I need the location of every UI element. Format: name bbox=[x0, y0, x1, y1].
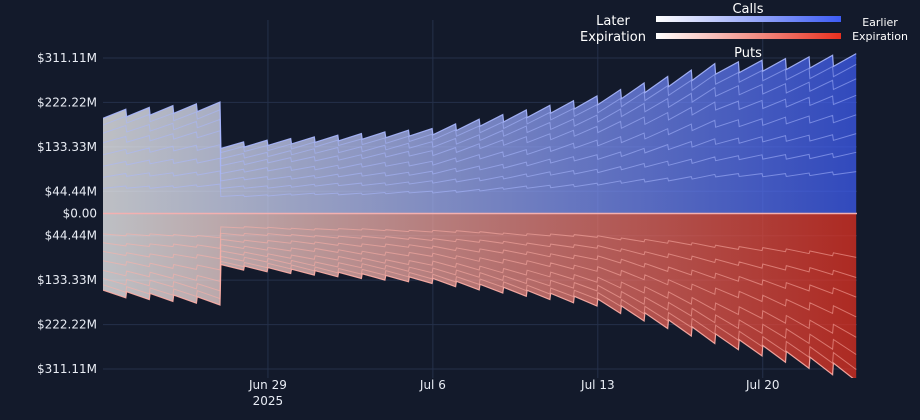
y-tick-label: $0.00 bbox=[63, 207, 97, 221]
y-tick-label: $222.22M bbox=[37, 95, 97, 109]
legend-earlier-label: Earlier bbox=[862, 16, 898, 29]
y-tick-label: $44.44M bbox=[45, 184, 97, 198]
legend: CallsPutsLaterExpirationEarlierExpiratio… bbox=[580, 2, 908, 61]
legend-calls-title: Calls bbox=[732, 2, 763, 17]
x-tick-label: Jul 20 bbox=[745, 378, 780, 392]
calls-layer-line bbox=[103, 151, 857, 189]
area-layer bbox=[103, 53, 857, 378]
x-tick-sublabel: 2025 bbox=[253, 394, 284, 408]
x-tick-label: Jul 6 bbox=[419, 378, 446, 392]
legend-earlier-label-2: Expiration bbox=[852, 30, 908, 43]
y-tick-label: $311.11M bbox=[37, 51, 97, 65]
legend-later-label-2: Expiration bbox=[580, 30, 646, 45]
y-tick-label: $133.33M bbox=[37, 140, 97, 154]
y-tick-label: $133.33M bbox=[37, 273, 97, 287]
y-tick-label: $44.44M bbox=[45, 229, 97, 243]
legend-later-label: Later bbox=[596, 14, 630, 29]
legend-calls-bar bbox=[656, 16, 841, 22]
legend-puts-title: Puts bbox=[734, 46, 762, 61]
legend-puts-bar bbox=[656, 33, 841, 39]
puts-layer-line bbox=[103, 226, 857, 258]
y-tick-label: $222.22M bbox=[37, 318, 97, 332]
calls-layer-line bbox=[103, 171, 857, 198]
x-tick-label: Jul 13 bbox=[580, 378, 615, 392]
puts-edge bbox=[103, 263, 854, 378]
calls-edge bbox=[103, 53, 857, 150]
y-tick-label: $311.11M bbox=[37, 362, 97, 376]
x-tick-label: Jun 29 bbox=[248, 378, 287, 392]
axis-layer: $311.11M $222.22M $133.33M $44.44M $0.00 $44.… bbox=[37, 51, 857, 408]
